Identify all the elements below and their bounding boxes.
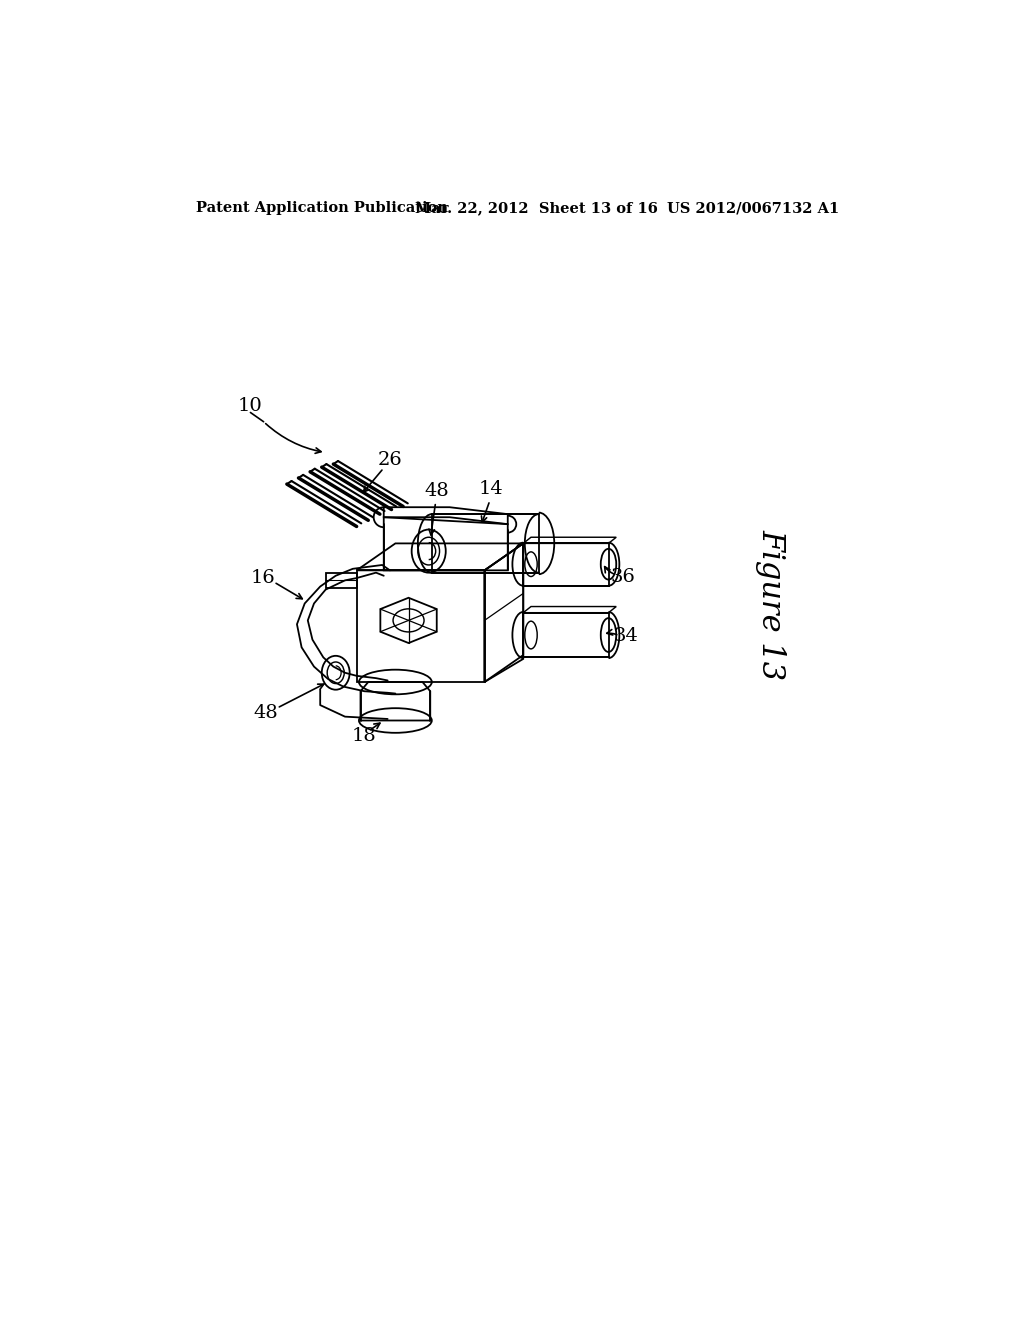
Text: Patent Application Publication: Patent Application Publication	[197, 202, 449, 215]
Text: 36: 36	[610, 568, 635, 586]
Text: 48: 48	[424, 482, 449, 500]
Text: 14: 14	[478, 480, 503, 499]
Text: 26: 26	[378, 451, 402, 469]
Text: 34: 34	[613, 627, 638, 644]
Text: 16: 16	[251, 569, 275, 587]
Text: 48: 48	[254, 704, 279, 722]
Text: Figure 13: Figure 13	[756, 529, 786, 681]
Text: Mar. 22, 2012  Sheet 13 of 16: Mar. 22, 2012 Sheet 13 of 16	[415, 202, 657, 215]
Text: 18: 18	[352, 727, 377, 744]
Text: US 2012/0067132 A1: US 2012/0067132 A1	[667, 202, 839, 215]
Text: 10: 10	[238, 397, 263, 416]
